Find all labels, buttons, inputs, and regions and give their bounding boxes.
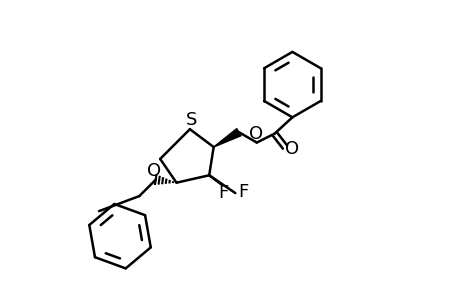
Text: O: O <box>285 140 299 158</box>
Text: O: O <box>248 125 263 143</box>
Polygon shape <box>213 129 241 147</box>
Text: F: F <box>218 184 228 202</box>
Text: S: S <box>185 111 196 129</box>
Text: F: F <box>238 183 248 201</box>
Text: O: O <box>147 162 161 180</box>
